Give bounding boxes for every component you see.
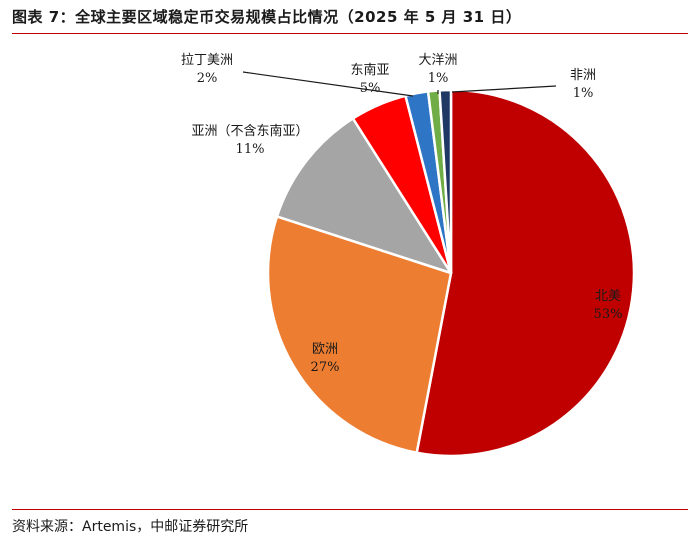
pie-chart: 北美 53% 欧洲 27% 亚洲（不含东南亚） 11% 东南亚 5% 拉丁美洲 2% 大洋洲 1% 非洲… bbox=[181, 53, 636, 458]
pie-slice bbox=[438, 88, 453, 275]
leader-line bbox=[451, 85, 557, 93]
footer-divider bbox=[12, 509, 688, 510]
slice-value-label: 27% bbox=[311, 360, 340, 375]
slice-label: 拉丁美洲 bbox=[181, 53, 233, 68]
leader-line bbox=[242, 71, 414, 97]
slice-value-label: 5% bbox=[360, 81, 381, 96]
title-divider bbox=[12, 33, 688, 34]
slice-value-label: 11% bbox=[236, 142, 265, 157]
pie-slice bbox=[266, 215, 453, 455]
slice-label: 东南亚 bbox=[350, 62, 389, 78]
slice-label: 亚洲（不含东南亚） bbox=[191, 123, 308, 139]
pie-slice bbox=[415, 88, 636, 458]
chart-title: 图表 7：全球主要区域稳定币交易规模占比情况（2025 年 5 月 31 日） bbox=[12, 8, 522, 26]
slice-label: 非洲 bbox=[570, 68, 596, 83]
slice-label: 大洋洲 bbox=[418, 53, 457, 68]
slice-value-label: 1% bbox=[573, 86, 594, 101]
slice-label: 北美 bbox=[595, 289, 621, 304]
source-note: 资料来源：Artemis，中邮证券研究所 bbox=[12, 519, 249, 535]
pie-slice bbox=[275, 117, 453, 275]
slice-value-label: 2% bbox=[197, 71, 218, 86]
slice-label: 欧洲 bbox=[312, 342, 338, 357]
slice-value-label: 1% bbox=[428, 71, 449, 86]
slice-value-label: 53% bbox=[594, 307, 623, 322]
